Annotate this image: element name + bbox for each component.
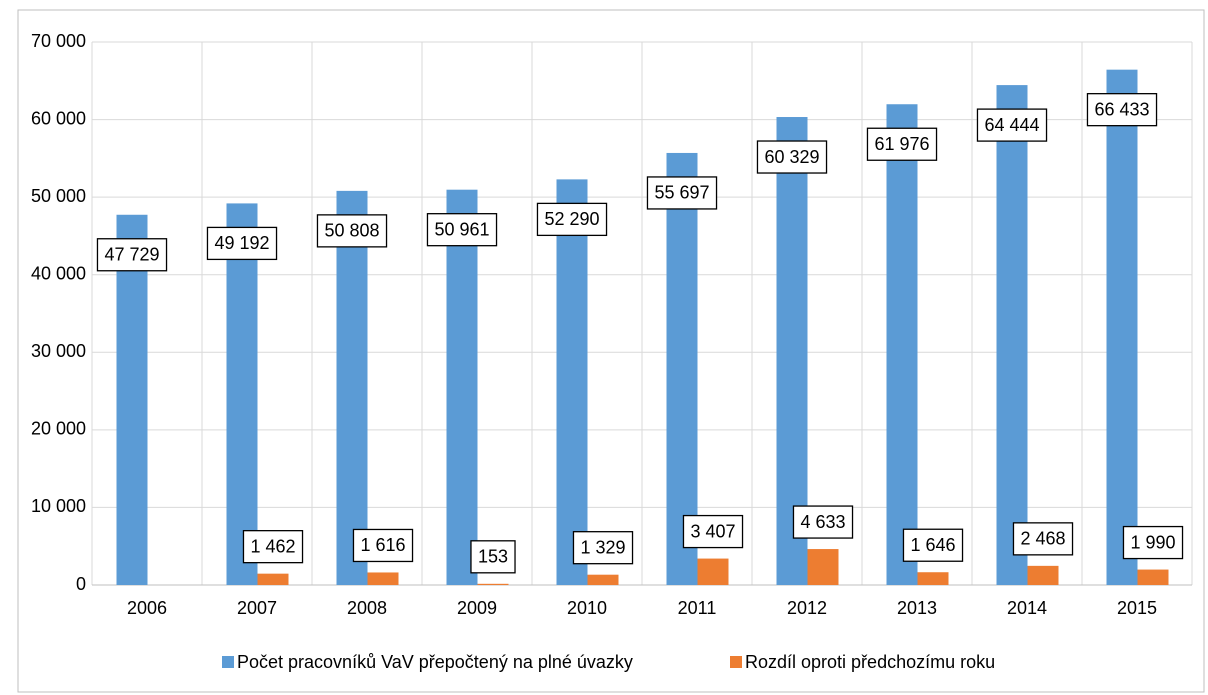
data-label-box: [902, 528, 964, 562]
data-label: 50 961: [434, 219, 489, 239]
data-label-box: [682, 514, 744, 549]
bar: [666, 152, 698, 585]
data-label: 1 990: [1130, 532, 1175, 552]
data-label-box: [536, 202, 608, 237]
x-tick-label: 2013: [897, 598, 937, 618]
bar: [446, 189, 478, 586]
bar: [697, 558, 729, 585]
bar: [367, 572, 399, 585]
data-label-box: [352, 528, 414, 563]
data-label: 153: [478, 547, 508, 567]
data-label: 61 976: [874, 134, 929, 154]
legend-label: Rozdíl oproti předchozímu roku: [745, 652, 995, 672]
data-label: 66 433: [1094, 99, 1149, 119]
y-tick-label: 0: [76, 574, 86, 594]
x-tick-label: 2009: [457, 598, 497, 618]
data-label: 3 407: [690, 521, 735, 541]
bar: [556, 179, 588, 585]
legend-swatch: [730, 656, 742, 668]
bar: [336, 190, 368, 585]
data-label-box: [976, 108, 1048, 142]
x-tick-label: 2008: [347, 598, 387, 618]
y-tick-label: 30 000: [31, 341, 86, 361]
x-tick-label: 2012: [787, 598, 827, 618]
data-label: 1 329: [580, 537, 625, 557]
legend-swatch: [222, 656, 234, 668]
data-label-box: [206, 226, 278, 261]
bar: [1106, 69, 1138, 585]
y-tick-label: 40 000: [31, 263, 86, 283]
data-label: 60 329: [764, 147, 819, 167]
data-label: 49 192: [214, 233, 269, 253]
data-label: 1 462: [250, 536, 295, 556]
legend-label: Počet pracovníků VaV přepočtený na plné …: [237, 652, 633, 672]
data-label-box: [1086, 93, 1158, 127]
bar: [807, 549, 839, 585]
data-label-box: [426, 213, 498, 247]
x-tick-label: 2010: [567, 598, 607, 618]
bar: [1137, 569, 1169, 585]
data-label: 2 468: [1020, 529, 1065, 549]
x-tick-label: 2015: [1117, 598, 1157, 618]
data-label: 1 616: [360, 535, 405, 555]
data-label: 64 444: [984, 115, 1039, 135]
data-label: 55 697: [654, 183, 709, 203]
x-tick-label: 2007: [237, 598, 277, 618]
data-label-box: [866, 127, 938, 161]
bar: [996, 85, 1028, 585]
data-label-box: [1122, 525, 1184, 560]
bar: [917, 572, 949, 585]
bar: [587, 574, 619, 585]
y-tick-label: 50 000: [31, 186, 86, 206]
data-label-box: [316, 214, 388, 248]
bar: [257, 573, 289, 585]
y-tick-label: 20 000: [31, 419, 86, 439]
bar: [226, 203, 258, 585]
data-label-box: [792, 505, 854, 539]
data-label: 1 646: [910, 535, 955, 555]
data-label-box: [572, 531, 634, 565]
data-label-box: [1012, 522, 1074, 556]
bar: [886, 104, 918, 585]
y-tick-label: 60 000: [31, 108, 86, 128]
x-tick-label: 2014: [1007, 598, 1047, 618]
data-label-box: [96, 238, 168, 272]
data-label-box: [470, 540, 516, 574]
bar: [116, 214, 148, 585]
bar: [477, 583, 509, 585]
y-tick-label: 10 000: [31, 496, 86, 516]
data-label-box: [756, 140, 828, 174]
data-label: 52 290: [544, 209, 599, 229]
data-label-box: [242, 530, 304, 564]
data-label-box: [646, 176, 718, 210]
bar: [1027, 565, 1059, 585]
data-label: 4 633: [800, 512, 845, 532]
x-tick-label: 2011: [678, 598, 717, 618]
data-label: 47 729: [104, 245, 159, 265]
data-label: 50 808: [324, 221, 379, 241]
x-tick-label: 2006: [127, 598, 167, 618]
y-tick-label: 70 000: [31, 31, 86, 51]
